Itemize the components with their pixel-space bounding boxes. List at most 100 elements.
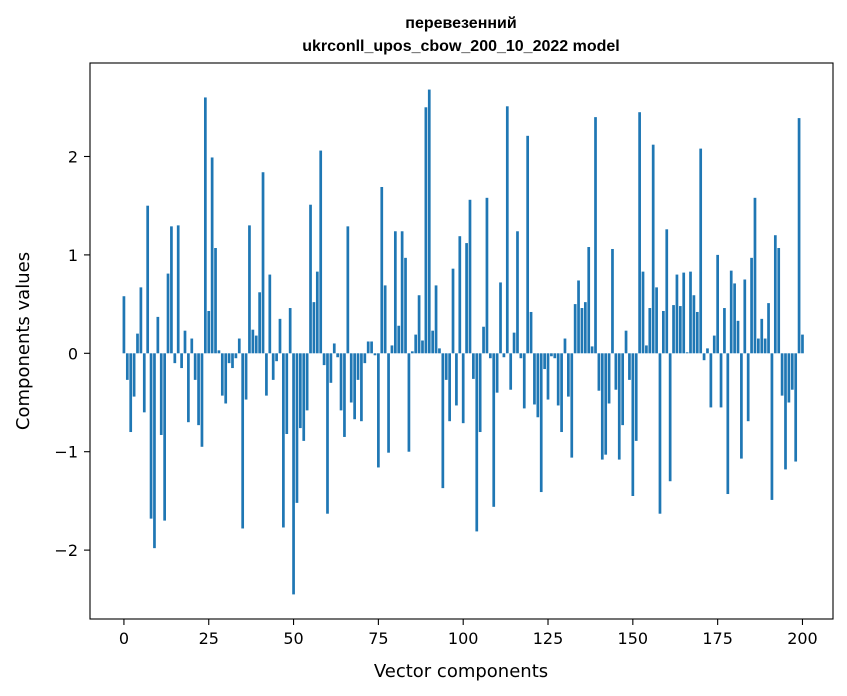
- bar-147: [621, 353, 625, 426]
- bar-86: [414, 334, 418, 354]
- chart-title-line-1: перевезенний: [405, 15, 516, 32]
- bar-41: [261, 172, 265, 354]
- bar-42: [265, 353, 268, 396]
- bar-186: [753, 197, 757, 354]
- bar-103: [472, 353, 475, 379]
- bar-69: [356, 353, 360, 380]
- bar-158: [658, 353, 662, 514]
- bar-71: [363, 353, 367, 364]
- bar-134: [577, 280, 580, 354]
- bar-82: [400, 231, 404, 354]
- bar-48: [285, 353, 289, 434]
- bar-196: [787, 353, 791, 403]
- bar-120: [529, 311, 533, 354]
- bar-66: [346, 226, 350, 354]
- bar-32: [231, 353, 234, 369]
- bar-193: [777, 248, 781, 354]
- y-tick-label: 0: [68, 344, 78, 363]
- bar-172: [706, 348, 709, 354]
- bar-183: [743, 279, 747, 354]
- bar-179: [729, 270, 733, 354]
- bar-121: [533, 353, 536, 405]
- bar-159: [662, 310, 665, 354]
- bar-131: [567, 353, 570, 397]
- bar-181: [736, 320, 740, 354]
- bar-135: [580, 308, 584, 354]
- bar-0: [122, 296, 126, 354]
- bar-84: [407, 353, 411, 452]
- bar-116: [516, 231, 519, 354]
- y-axis-label: Components values: [13, 252, 34, 430]
- bar-127: [553, 353, 557, 359]
- bar-129: [560, 353, 563, 433]
- bar-30: [224, 353, 228, 404]
- bar-165: [682, 272, 686, 354]
- bar-78: [387, 353, 390, 453]
- bar-122: [536, 353, 540, 418]
- bars-group: [122, 89, 804, 595]
- bar-141: [600, 353, 604, 460]
- bar-133: [573, 304, 577, 354]
- bar-33: [234, 353, 238, 359]
- bar-81: [397, 325, 401, 354]
- bar-112: [502, 353, 506, 358]
- bar-46: [278, 318, 282, 354]
- bar-132: [570, 353, 574, 458]
- bar-73: [370, 341, 373, 354]
- bar-145: [614, 353, 618, 390]
- bar-151: [634, 353, 638, 441]
- bar-17: [180, 353, 183, 369]
- bar-61: [329, 353, 333, 383]
- bar-2: [129, 353, 133, 433]
- bar-31: [227, 353, 231, 364]
- bar-113: [505, 106, 509, 354]
- bar-185: [750, 257, 753, 354]
- bar-5: [139, 287, 143, 354]
- bar-119: [526, 135, 530, 354]
- bar-171: [702, 353, 706, 361]
- x-tick-label: 125: [533, 629, 564, 648]
- bar-180: [733, 283, 736, 354]
- bar-173: [709, 353, 713, 408]
- bar-107: [485, 197, 489, 354]
- bar-170: [699, 148, 703, 354]
- bar-156: [651, 144, 655, 354]
- bar-142: [604, 353, 608, 455]
- bar-11: [159, 353, 163, 435]
- bar-164: [678, 306, 682, 354]
- bar-54: [305, 353, 309, 411]
- bar-7: [146, 205, 150, 354]
- bar-47: [282, 353, 285, 528]
- bar-14: [170, 226, 173, 354]
- bar-57: [315, 271, 319, 354]
- bar-34: [237, 338, 241, 354]
- bar-169: [695, 311, 699, 354]
- bar-200: [801, 334, 804, 354]
- x-tick-label: 25: [199, 629, 219, 648]
- bar-37: [248, 225, 251, 354]
- bar-8: [149, 353, 153, 519]
- bar-136: [583, 302, 587, 354]
- x-tick-label: 200: [787, 629, 818, 648]
- bar-104: [475, 353, 479, 532]
- bar-20: [190, 338, 194, 354]
- bar-144: [611, 248, 614, 354]
- bar-191: [770, 353, 774, 500]
- bar-49: [288, 308, 292, 354]
- bar-63: [336, 353, 340, 358]
- bar-65: [343, 353, 346, 437]
- bar-38: [251, 329, 255, 354]
- bar-125: [546, 353, 550, 400]
- bar-64: [339, 353, 343, 411]
- bar-97: [451, 268, 455, 354]
- bar-152: [638, 112, 641, 354]
- bar-45: [275, 353, 278, 362]
- bar-192: [773, 235, 777, 354]
- bar-18: [183, 330, 187, 354]
- bar-25: [207, 310, 211, 354]
- bar-140: [597, 353, 601, 391]
- y-axis-ticks: −2 −1 0 1 2: [54, 147, 90, 560]
- x-tick-label: 0: [119, 629, 129, 648]
- bar-130: [563, 338, 567, 354]
